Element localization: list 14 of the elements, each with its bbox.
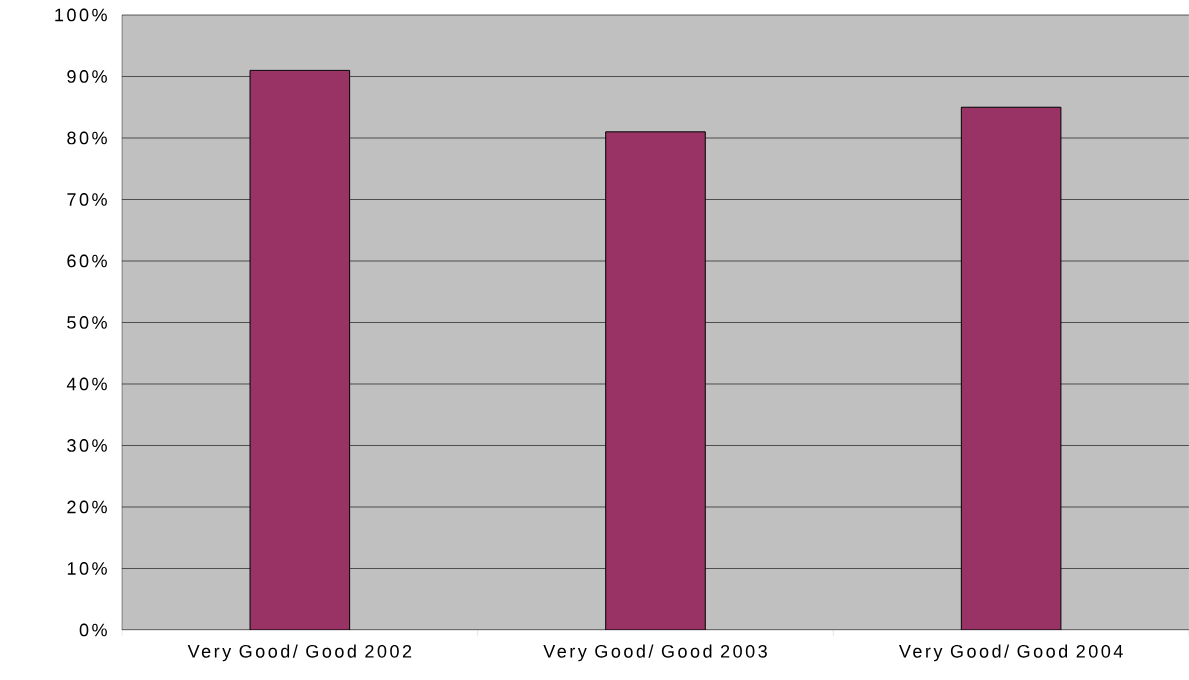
y-tick-label: 100% (55, 8, 107, 22)
y-tick-label: 50% (67, 316, 107, 329)
y-tick-label: 60% (67, 254, 107, 268)
y-tick-label: 30% (67, 439, 107, 452)
y-tick-label: 20% (67, 500, 107, 514)
x-tick-label: Very Good/ Good 2002 (187, 644, 412, 662)
y-tick-label: 10% (67, 562, 107, 575)
y-tick-label: 70% (67, 193, 107, 206)
y-tick-label: 80% (67, 131, 107, 145)
y-tick-label: 90% (67, 70, 107, 83)
y-tick-label: 0% (79, 623, 107, 637)
y-tick-label: 40% (66, 377, 107, 391)
x-tick-label: Very Good/ Good 2003 (543, 644, 767, 662)
x-tick-label: Very Good/ Good 2004 (898, 644, 1123, 662)
